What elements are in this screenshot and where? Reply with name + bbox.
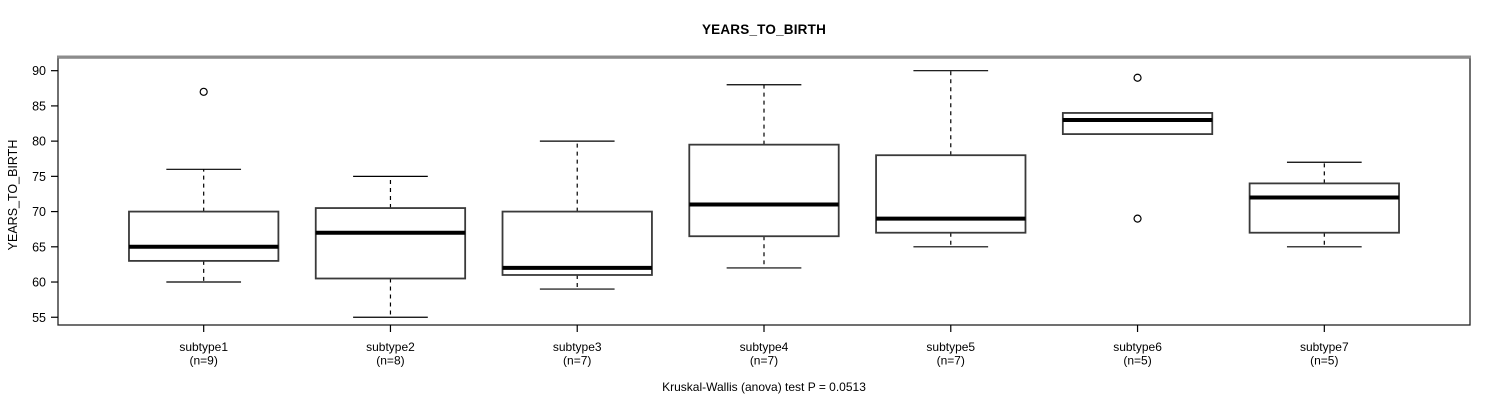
x-tick-sublabel: (n=8) bbox=[376, 354, 404, 368]
y-tick-label: 60 bbox=[32, 276, 46, 290]
x-tick-label: subtype4 bbox=[740, 340, 789, 354]
outlier-point bbox=[1133, 73, 1142, 82]
iqr-box bbox=[128, 210, 280, 262]
x-tick-sublabel: (n=7) bbox=[750, 354, 778, 368]
iqr-box bbox=[1061, 112, 1214, 135]
x-tick-label: subtype6 bbox=[1113, 340, 1162, 354]
y-tick-label: 75 bbox=[32, 170, 46, 184]
x-tick-label: subtype1 bbox=[179, 340, 228, 354]
y-tick-label: 55 bbox=[32, 311, 46, 325]
boxplot-group-subtype5 bbox=[875, 70, 1027, 248]
x-tick-label: subtype5 bbox=[926, 340, 975, 354]
y-tick-label: 65 bbox=[32, 240, 46, 254]
boxplot-group-subtype7 bbox=[1248, 161, 1400, 248]
x-tick-sublabel: (n=5) bbox=[1123, 354, 1151, 368]
boxplot-group-subtype1 bbox=[128, 87, 280, 283]
iqr-box bbox=[688, 143, 840, 238]
x-tick-label: subtype3 bbox=[553, 340, 602, 354]
x-tick-sublabel: (n=5) bbox=[1310, 354, 1338, 368]
outlier-point bbox=[1133, 214, 1142, 223]
iqr-box bbox=[875, 154, 1027, 234]
y-tick-label: 90 bbox=[32, 64, 46, 78]
iqr-box bbox=[501, 210, 653, 276]
y-tick-label: 80 bbox=[32, 135, 46, 149]
boxplot-group-subtype4 bbox=[688, 84, 840, 269]
boxplot-group-subtype3 bbox=[501, 140, 653, 290]
iqr-box bbox=[314, 207, 467, 280]
y-tick-label: 85 bbox=[32, 99, 46, 113]
x-tick-label: subtype2 bbox=[366, 340, 415, 354]
chart-title: YEARS_TO_BIRTH bbox=[701, 22, 827, 37]
stat-test-caption: Kruskal-Wallis (anova) test P = 0.0513 bbox=[662, 380, 866, 394]
boxplot-group-subtype6 bbox=[1061, 73, 1214, 223]
x-tick-sublabel: (n=7) bbox=[563, 354, 591, 368]
iqr-box bbox=[1248, 182, 1400, 234]
x-tick-sublabel: (n=7) bbox=[937, 354, 965, 368]
boxplot-group-subtype2 bbox=[314, 175, 467, 318]
x-tick-label: subtype7 bbox=[1300, 340, 1349, 354]
outlier-point bbox=[199, 87, 208, 96]
x-tick-sublabel: (n=9) bbox=[190, 354, 218, 368]
y-tick-label: 70 bbox=[32, 205, 46, 219]
